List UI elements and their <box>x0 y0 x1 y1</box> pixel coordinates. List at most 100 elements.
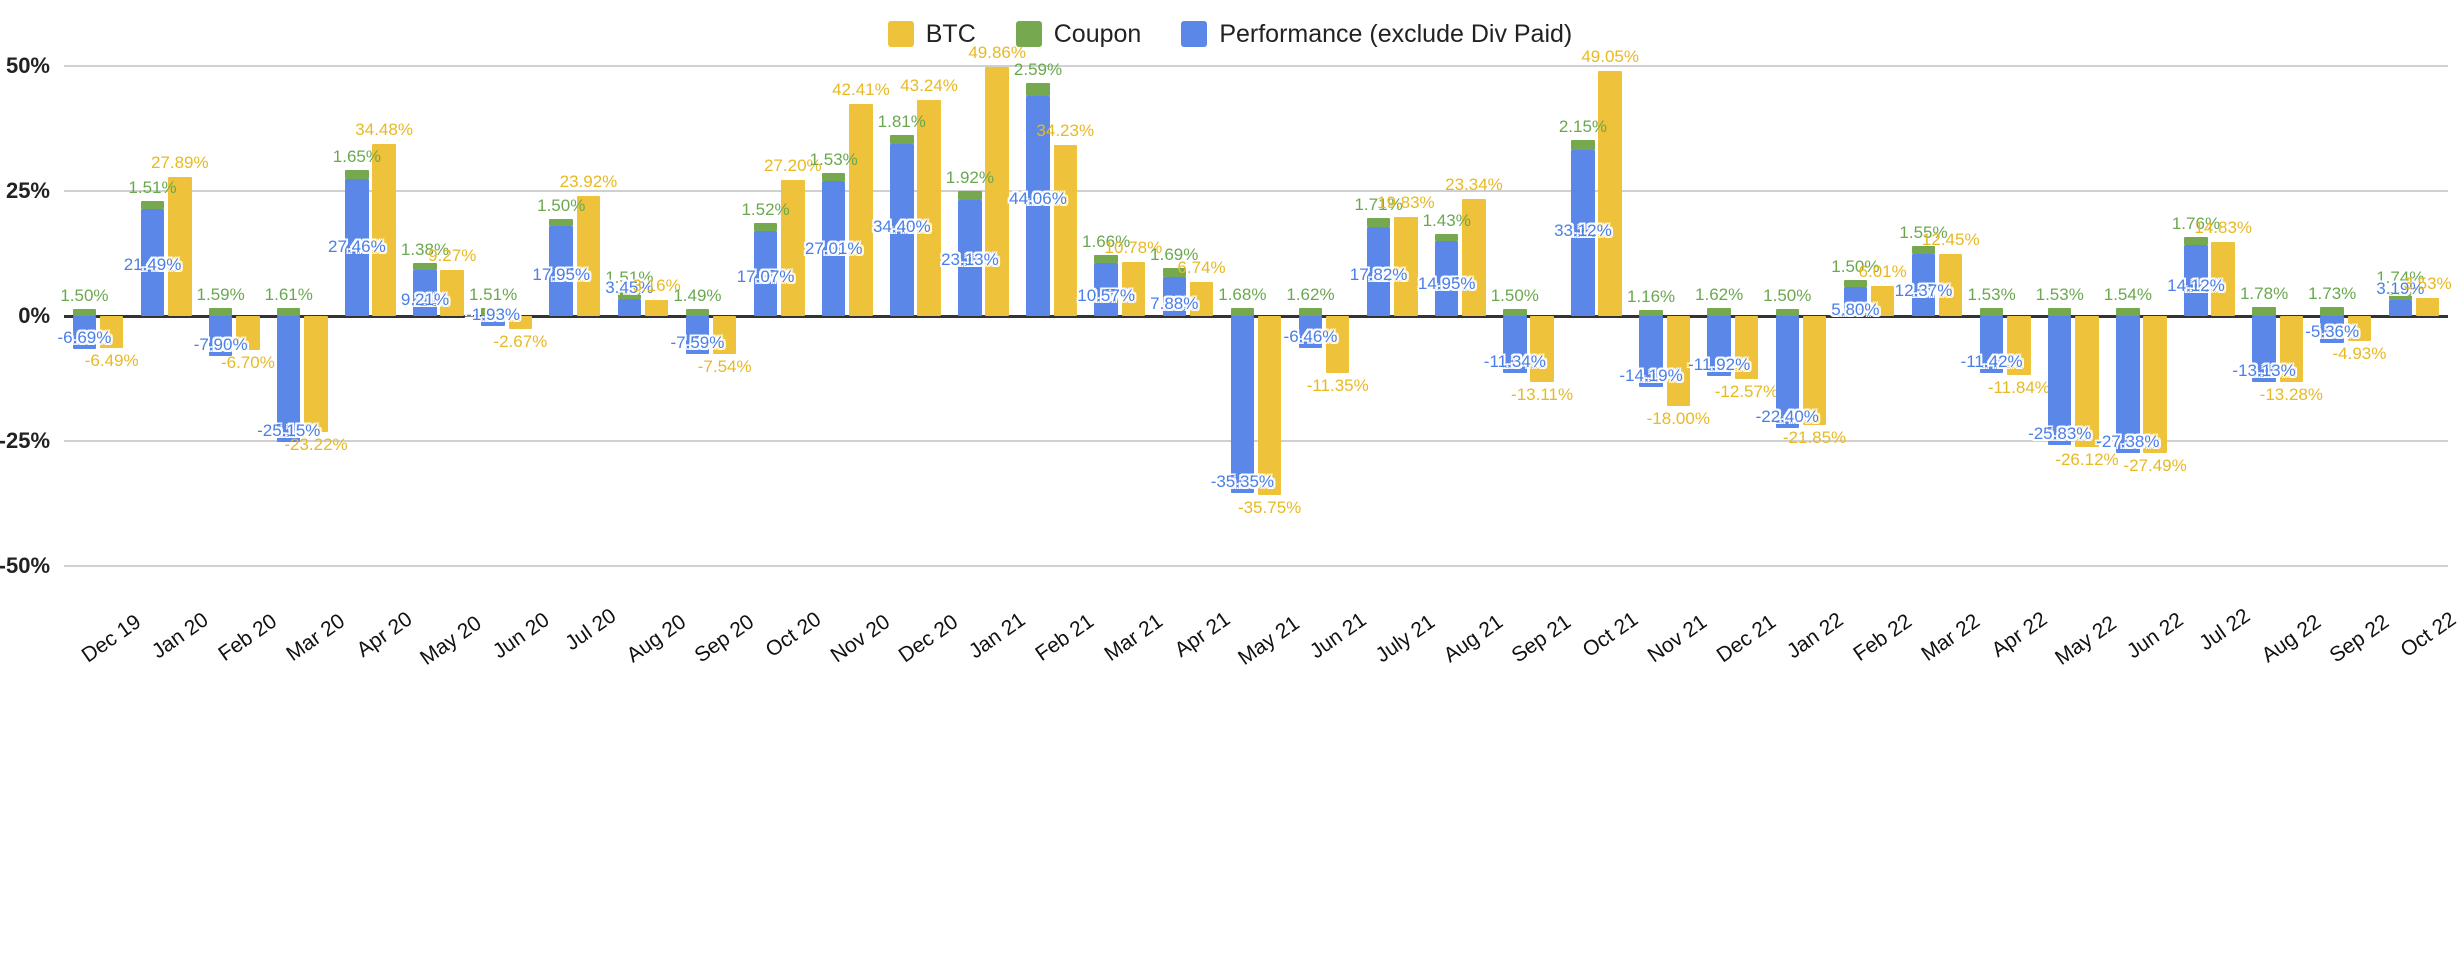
bar-group[interactable]: 2.15% 33.12% 49.05% <box>1554 48 1639 566</box>
bar-group[interactable]: 1.74% 3.19% 3.53% <box>2376 66 2452 566</box>
bar-btc[interactable] <box>644 300 669 316</box>
bar-performance[interactable] <box>1843 287 1868 316</box>
legend-item-performance[interactable]: Performance (exclude Div Paid) <box>1181 20 1572 49</box>
bar-coupon[interactable] <box>549 218 573 227</box>
bar-coupon[interactable] <box>1162 268 1186 277</box>
bar-group[interactable]: 1.50% 5.80% 6.01% <box>1831 66 1906 566</box>
bar-group[interactable]: 1.51% -1.93% -2.67% <box>466 66 547 566</box>
bar-performance[interactable] <box>753 230 778 316</box>
bar-btc[interactable] <box>781 180 805 316</box>
bar-performance[interactable] <box>2252 316 2276 382</box>
bar-performance[interactable] <box>345 178 369 316</box>
bar-performance[interactable] <box>1366 226 1391 316</box>
bar-btc[interactable] <box>1189 282 1214 316</box>
bar-group[interactable]: 1.65% 27.46% 34.48% <box>328 66 413 566</box>
bar-performance[interactable] <box>1911 254 1936 316</box>
bar-performance[interactable] <box>2116 316 2140 453</box>
legend-item-btc[interactable]: BTC <box>887 20 976 49</box>
bar-performance[interactable] <box>72 316 97 350</box>
bar-coupon[interactable] <box>1026 82 1050 96</box>
bar-performance[interactable] <box>821 180 846 316</box>
bar-coupon[interactable] <box>1843 279 1868 287</box>
bar-performance[interactable] <box>1434 241 1459 316</box>
bar-coupon[interactable] <box>1639 310 1663 316</box>
bar-coupon[interactable] <box>2252 307 2276 316</box>
bar-group[interactable]: 1.53% -25.83% -26.12% <box>2028 66 2119 566</box>
bar-coupon[interactable] <box>617 291 642 299</box>
bar-coupon[interactable] <box>72 308 97 316</box>
bar-btc[interactable] <box>304 316 328 433</box>
bar-btc[interactable] <box>1666 316 1691 406</box>
bar-coupon[interactable] <box>1230 307 1255 316</box>
bar-group[interactable]: 1.16% -14.19% -18.00% <box>1619 66 1710 566</box>
bar-performance[interactable] <box>481 316 505 326</box>
bar-coupon[interactable] <box>2116 308 2140 316</box>
bar-performance[interactable] <box>1775 316 1799 428</box>
bar-btc[interactable] <box>1394 216 1418 316</box>
bar-btc[interactable] <box>1462 199 1486 316</box>
bar-group[interactable]: 1.51% 21.49% 27.89% <box>124 66 209 566</box>
bar-btc[interactable] <box>2415 298 2440 316</box>
bar-group[interactable]: 1.61% -25.15% -23.22% <box>257 66 348 566</box>
bar-btc[interactable] <box>712 316 737 354</box>
bar-btc[interactable] <box>2211 241 2235 316</box>
bar-group[interactable]: 1.62% -11.92% -12.57% <box>1688 66 1778 566</box>
bar-coupon[interactable] <box>685 308 710 316</box>
bar-coupon[interactable] <box>208 308 233 316</box>
bar-group[interactable]: 1.38% 9.21% 9.27% <box>401 66 476 566</box>
bar-coupon[interactable] <box>2047 308 2072 316</box>
bar-coupon[interactable] <box>1366 218 1391 227</box>
bar-btc[interactable] <box>236 316 260 350</box>
bar-coupon[interactable] <box>1979 308 2004 316</box>
bar-btc[interactable] <box>372 143 396 316</box>
bar-btc[interactable] <box>985 66 1009 316</box>
bar-performance[interactable] <box>890 144 914 316</box>
bar-btc[interactable] <box>2279 316 2304 383</box>
bar-btc[interactable] <box>1325 316 1350 373</box>
bar-coupon[interactable] <box>277 307 301 316</box>
bar-group[interactable]: 1.76% 14.12% 14.83% <box>2167 66 2252 566</box>
bar-coupon[interactable] <box>1094 254 1118 264</box>
bar-performance[interactable] <box>2320 316 2344 343</box>
bar-coupon[interactable] <box>821 173 846 181</box>
bar-coupon[interactable] <box>2388 291 2413 301</box>
bar-performance[interactable] <box>1979 316 2004 374</box>
bar-coupon[interactable] <box>1911 246 1936 255</box>
bar-performance[interactable] <box>1707 316 1731 376</box>
bar-btc[interactable] <box>917 99 941 316</box>
bar-btc[interactable] <box>1530 316 1554 382</box>
bar-performance[interactable] <box>685 316 710 354</box>
bar-group[interactable]: 1.62% -6.46% -11.35% <box>1284 66 1369 566</box>
bar-group[interactable]: 1.53% 27.01% 42.41% <box>805 66 890 566</box>
bar-group[interactable]: 1.52% 17.07% 27.20% <box>737 66 822 566</box>
bar-performance[interactable] <box>1298 316 1323 349</box>
bar-btc[interactable] <box>849 103 873 316</box>
bar-coupon[interactable] <box>753 223 778 231</box>
bar-btc[interactable] <box>99 316 124 349</box>
bar-coupon[interactable] <box>413 263 437 270</box>
bar-performance[interactable] <box>1639 316 1663 387</box>
bar-performance[interactable] <box>549 226 573 316</box>
bar-performance[interactable] <box>413 269 437 316</box>
bar-group[interactable]: 1.92% 23.13% 49.86% <box>941 44 1026 566</box>
bar-performance[interactable] <box>1571 150 1595 316</box>
bar-group[interactable]: 1.54% -27.38% -27.49% <box>2096 66 2187 566</box>
bar-coupon[interactable] <box>1775 308 1799 316</box>
bar-group[interactable]: 1.50% -11.34% -13.11% <box>1484 66 1573 566</box>
bar-performance[interactable] <box>2047 316 2072 446</box>
bar-performance[interactable] <box>1503 316 1527 373</box>
bar-performance[interactable] <box>1094 263 1118 316</box>
bar-group[interactable]: 1.78% -13.13% -13.28% <box>2232 66 2323 566</box>
bar-btc[interactable] <box>2347 316 2372 341</box>
bar-coupon[interactable] <box>1434 234 1459 242</box>
bar-btc[interactable] <box>576 196 601 316</box>
bar-btc[interactable] <box>1939 253 1963 316</box>
bar-btc[interactable] <box>2007 316 2031 376</box>
bar-performance[interactable] <box>958 200 982 316</box>
bar-btc[interactable] <box>1257 316 1282 495</box>
bar-btc[interactable] <box>508 316 533 330</box>
bar-group[interactable]: 1.73% -5.36% -4.93% <box>2305 66 2386 566</box>
bar-group[interactable]: 1.71% 17.82% 19.83% <box>1350 66 1435 566</box>
bar-coupon[interactable] <box>890 134 914 144</box>
bar-group[interactable]: 1.53% -11.42% -11.84% <box>1961 66 2050 566</box>
